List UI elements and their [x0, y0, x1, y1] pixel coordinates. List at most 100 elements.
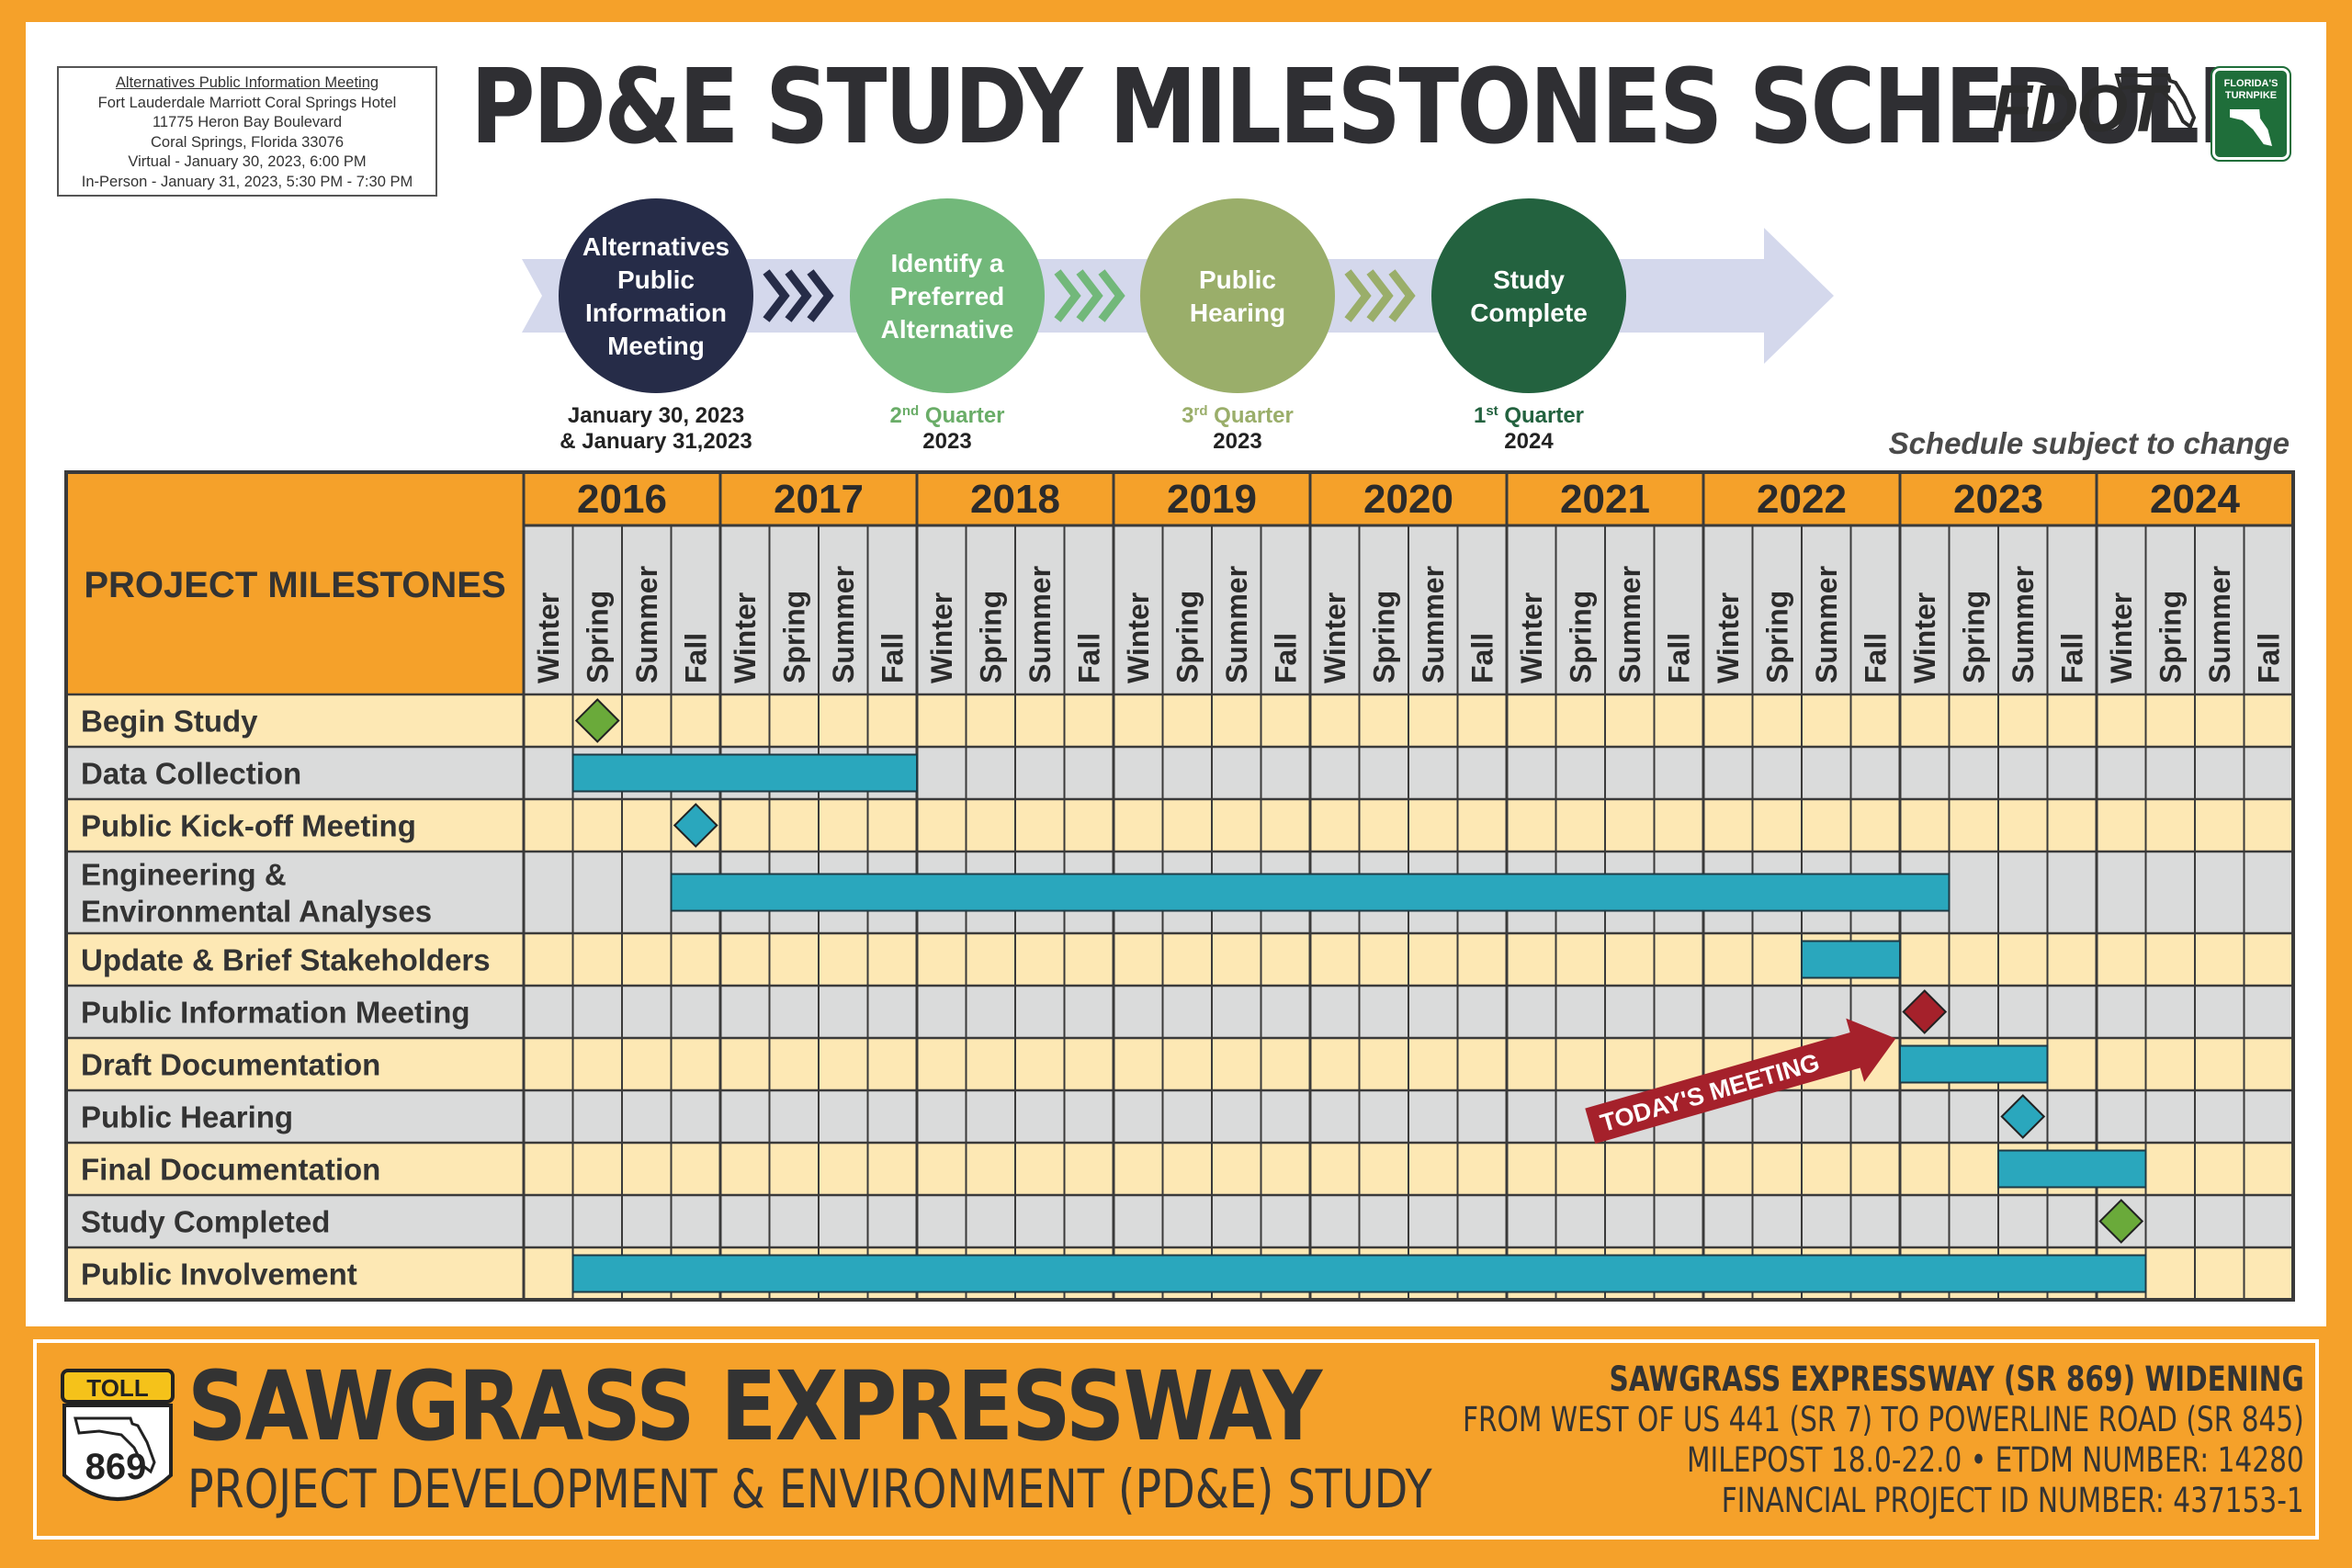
- season-label: Spring: [777, 591, 810, 683]
- milestone-circle: [1140, 198, 1335, 393]
- chevron-icon: [1366, 269, 1394, 322]
- todays-meeting-arrow: [1585, 1018, 1896, 1145]
- quarter-number: 2: [889, 403, 901, 428]
- milestone-gantt-chart: PROJECT MILESTONES 2016 Winter Spring Summer…: [64, 470, 2295, 1302]
- season-label: Fall: [1465, 633, 1498, 683]
- season-label: Winter: [1318, 592, 1351, 683]
- shield-toll-label: TOLL: [86, 1374, 149, 1402]
- milestone-circle-label: Alternatives: [582, 232, 729, 261]
- season-label: Fall: [1072, 633, 1105, 683]
- footer-detail-line: MILEPOST 18.0-22.0 • ETDM NUMBER: 14280: [1687, 1440, 2304, 1480]
- season-label: Winter: [1515, 592, 1548, 683]
- milestone-year: 2023: [1213, 429, 1261, 454]
- milestone-date: & January 31,2023: [560, 429, 752, 454]
- turnpike-logo-line: FLORIDA'S: [2223, 78, 2278, 89]
- season-label: Fall: [1269, 633, 1302, 683]
- footer-project-name: SAWGRASS EXPRESSWAY: [187, 1350, 1322, 1462]
- year-label: 2020: [1363, 477, 1453, 522]
- season-label: Summer: [2007, 566, 2040, 683]
- year-label: 2019: [1167, 477, 1257, 522]
- season-label: Summer: [1023, 566, 1057, 683]
- milestone-row-label: Public Hearing: [81, 1100, 293, 1134]
- footer-detail-line: SAWGRASS EXPRESSWAY (SR 869) WIDENING: [1609, 1359, 2304, 1399]
- quarter-word: Quarter: [919, 403, 1004, 428]
- chevron-icon: [785, 269, 812, 322]
- season-label: Spring: [974, 591, 1007, 683]
- season-label: Winter: [925, 592, 958, 683]
- season-label: Winter: [532, 592, 565, 683]
- season-label: Spring: [2154, 591, 2187, 683]
- footer-project-details: SAWGRASS EXPRESSWAY (SR 869) WIDENING FR…: [1252, 1359, 2304, 1521]
- chevron-icon: [1388, 269, 1416, 322]
- footer-banner: [33, 1339, 2319, 1540]
- year-header-band: [524, 472, 2293, 525]
- milestone-row-label: Study Completed: [81, 1205, 330, 1239]
- info-line: Virtual - January 30, 2023, 6:00 PM: [128, 153, 367, 170]
- timeline-graphic: Alternatives Public Information Meeting Janu…: [522, 198, 1834, 454]
- milestone-row: [66, 1143, 2293, 1195]
- milestone-row-label: Public Kick-off Meeting: [81, 809, 416, 843]
- season-label: Fall: [1662, 633, 1695, 683]
- chevron-icon: [1076, 269, 1103, 322]
- milestone-row-label: Public Involvement: [81, 1258, 357, 1292]
- milestone-row-label: Environmental Analyses: [81, 895, 432, 929]
- season-label: Spring: [1957, 591, 1990, 683]
- year-label: 2021: [1560, 477, 1650, 522]
- season-label: Summer: [1220, 566, 1253, 683]
- season-label: Summer: [1613, 566, 1646, 683]
- season-label: Fall: [679, 633, 712, 683]
- quarter-word: Quarter: [1498, 403, 1584, 428]
- year-label: 2017: [774, 477, 864, 522]
- season-label: Summer: [1417, 566, 1450, 683]
- info-line: In-Person - January 31, 2023, 5:30 PM - …: [81, 173, 413, 190]
- milestone-circle-label: Hearing: [1190, 299, 1285, 327]
- milestone-row: [66, 1195, 2293, 1247]
- year-label: 2024: [2150, 477, 2240, 522]
- season-label: Spring: [1564, 591, 1597, 683]
- florida-turnpike-logo: FLORIDA'S TURNPIKE: [2211, 66, 2291, 162]
- milestone-year: 2023: [922, 429, 971, 454]
- milestone-circle: [559, 198, 753, 393]
- chevron-icon: [807, 269, 834, 322]
- milestone-row: [66, 1090, 2293, 1143]
- chevron-icon: [763, 269, 790, 322]
- milestone-row-label: Public Information Meeting: [81, 996, 470, 1030]
- milestone-row-label: Data Collection: [81, 757, 301, 791]
- footer-detail-line: FROM WEST OF US 441 (SR 7) TO POWERLINE …: [1463, 1400, 2304, 1439]
- milestone-row: [66, 694, 2293, 747]
- year-label: 2018: [970, 477, 1060, 522]
- milestone-circle: [850, 198, 1045, 393]
- info-line: Fort Lauderdale Marriott Coral Springs H…: [97, 94, 397, 111]
- season-label: Fall: [2252, 633, 2285, 683]
- milestone-row: [66, 933, 2293, 986]
- season-label: Summer: [1810, 566, 1843, 683]
- milestone-row-label: Update & Brief Stakeholders: [81, 943, 491, 977]
- season-label: Fall: [876, 633, 909, 683]
- year-label: 2023: [1953, 477, 2043, 522]
- milestone-circle-label: Preferred: [890, 282, 1005, 310]
- milestone-diamond: [673, 803, 718, 848]
- season-label: Winter: [729, 592, 762, 683]
- info-line: 11775 Heron Bay Boulevard: [152, 114, 343, 130]
- chevron-icon: [1098, 269, 1125, 322]
- sr-869-toll-shield-icon: TOLL 869: [61, 1369, 175, 1501]
- quarter-ordinal: rd: [1193, 403, 1207, 419]
- schedule-bar: [1801, 940, 1901, 979]
- quarter-number: 1: [1474, 403, 1486, 428]
- info-line: Coral Springs, Florida 33076: [150, 133, 345, 151]
- milestone-row-label: Final Documentation: [81, 1153, 380, 1187]
- season-label: Summer: [827, 566, 860, 683]
- season-label: Fall: [2055, 633, 2088, 683]
- season-label: Winter: [1712, 592, 1745, 683]
- chevron-icon: [1344, 269, 1372, 322]
- shield-route-number: 869: [85, 1447, 147, 1487]
- season-label: Spring: [1367, 591, 1400, 683]
- milestone-circle-label: Meeting: [607, 332, 705, 360]
- footer-project-subtitle: PROJECT DEVELOPMENT & ENVIRONMENT (PD&E)…: [187, 1458, 1432, 1520]
- season-label: Winter: [1908, 592, 1941, 683]
- milestone-circle-label: Public: [617, 265, 695, 294]
- milestones-header-cell: [66, 472, 524, 694]
- footer-detail-line: FINANCIAL PROJECT ID NUMBER: 437153-1: [1722, 1481, 2304, 1520]
- quarter-ordinal: nd: [902, 403, 919, 419]
